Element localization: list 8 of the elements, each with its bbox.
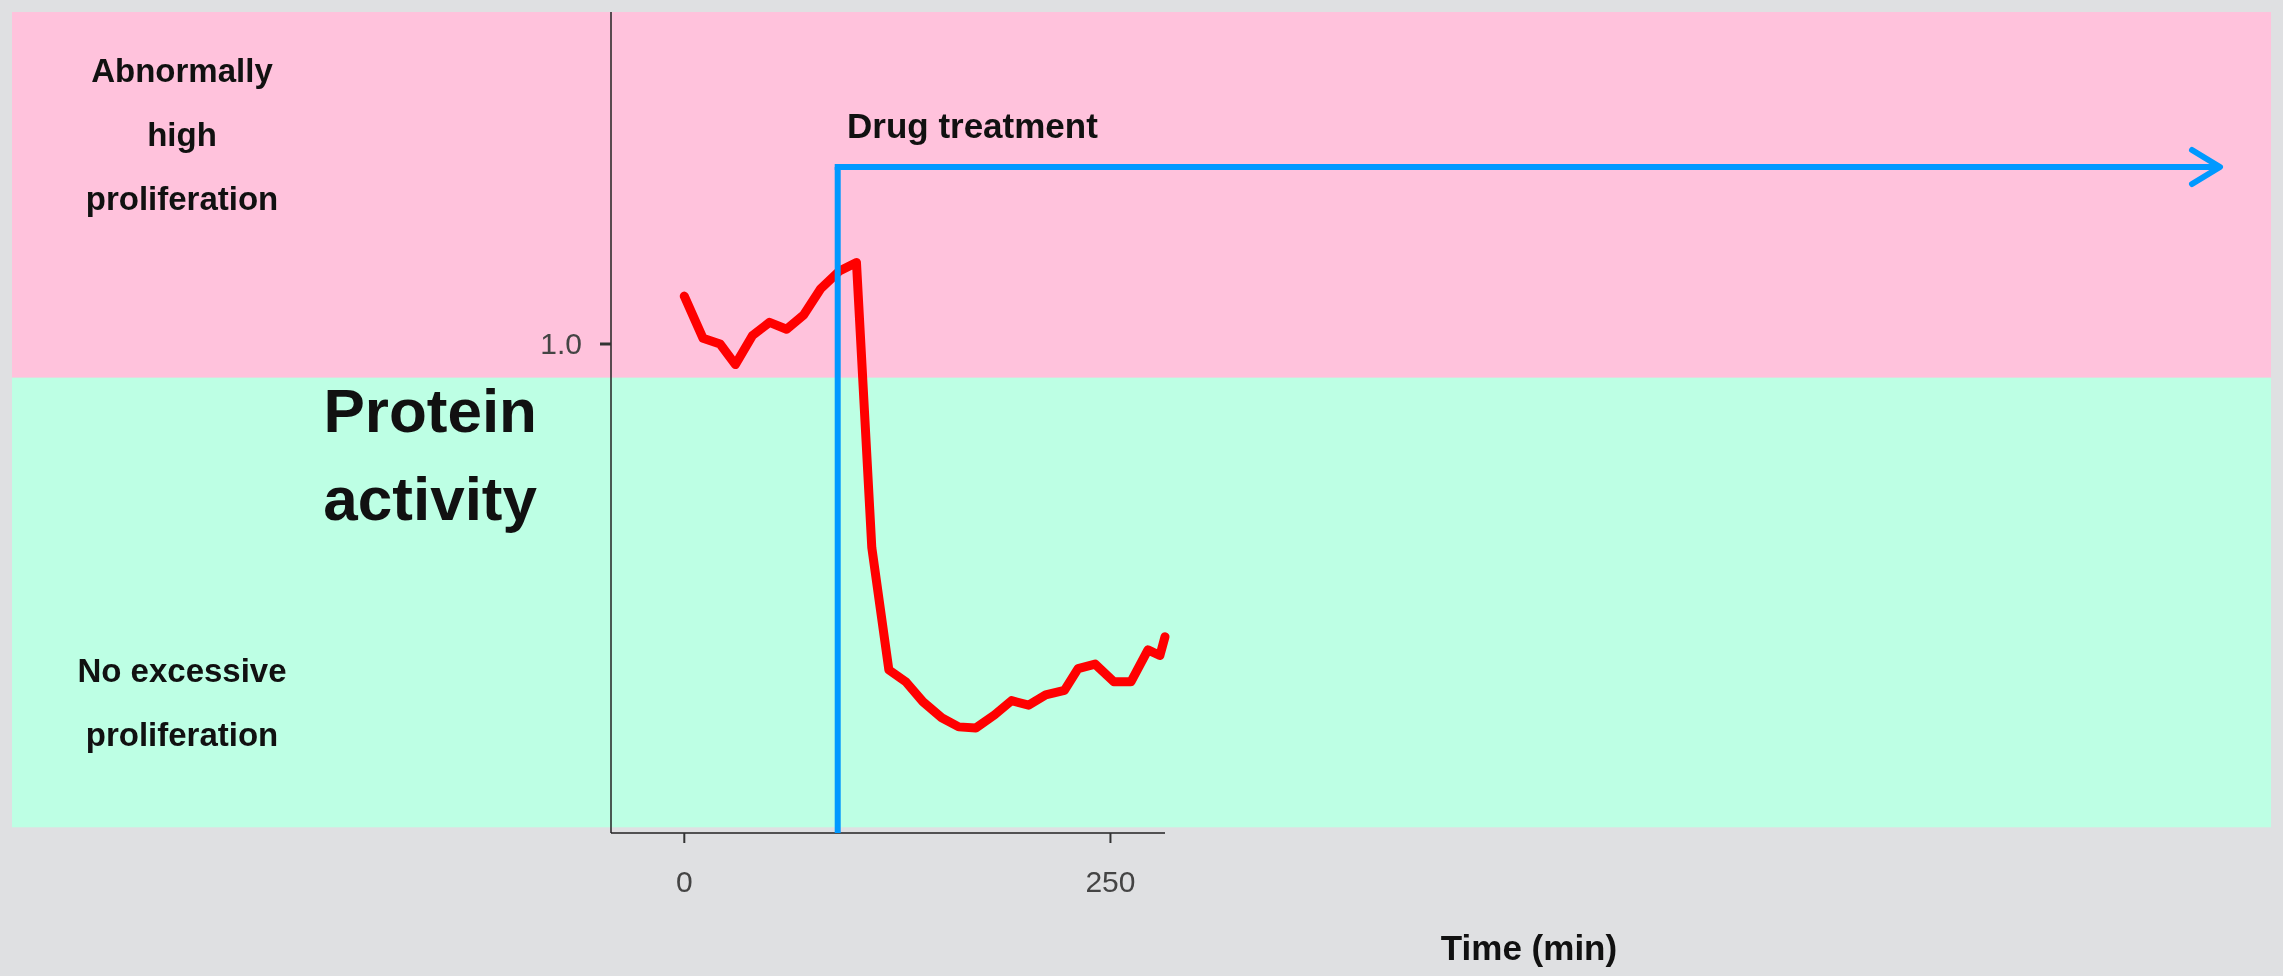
ref-line-label: Drug treatment: [847, 106, 1099, 145]
text: 1.0: [540, 327, 582, 360]
band-label: No excessive proliferation: [77, 651, 287, 753]
x-tick-label: 0: [675, 865, 693, 898]
band-label: Abnormally high proliferation: [85, 51, 279, 217]
text: Time (min): [1440, 928, 1618, 967]
y-axis-title: Protein activity: [323, 376, 538, 533]
x-tick-label: 250: [1085, 865, 1136, 898]
